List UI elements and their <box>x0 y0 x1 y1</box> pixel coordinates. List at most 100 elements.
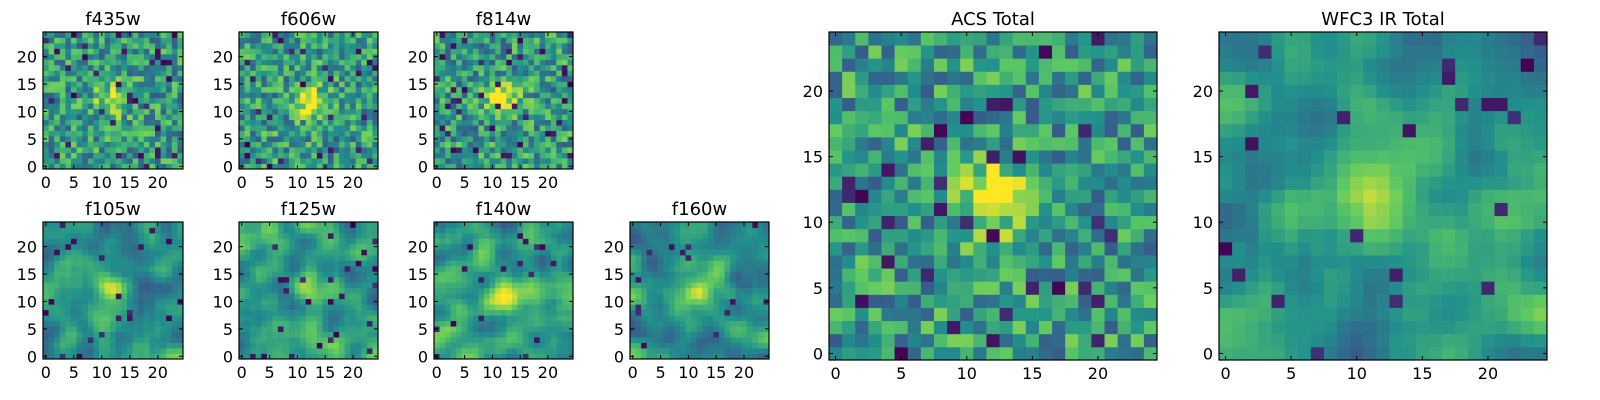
heatmap-cell <box>283 287 290 294</box>
heatmap-cell <box>261 249 268 256</box>
heatmap-cell <box>166 298 173 305</box>
heatmap-cell <box>545 64 552 71</box>
heatmap-cell <box>691 298 698 305</box>
heatmap-cell <box>99 293 105 300</box>
heatmap-cell <box>947 189 961 203</box>
heatmap-cell <box>160 254 167 261</box>
heatmap-cell <box>680 315 686 322</box>
heatmap-cell <box>65 97 72 104</box>
heatmap-cell <box>361 108 368 115</box>
heatmap-cell <box>545 276 552 283</box>
heatmap-cell <box>478 86 485 93</box>
heatmap-cell <box>528 48 535 55</box>
heatmap-cell <box>71 227 77 234</box>
heatmap-cell <box>445 59 452 66</box>
heatmap-cell <box>54 353 61 360</box>
heatmap-cell <box>478 158 485 164</box>
heatmap-cell <box>539 254 546 261</box>
heatmap-cell <box>115 282 122 289</box>
heatmap-cell <box>65 86 72 93</box>
heatmap-cell <box>702 331 709 338</box>
heatmap-cell <box>500 59 507 66</box>
x-tick-label: 20 <box>343 173 363 192</box>
heatmap-cell <box>239 348 245 354</box>
heatmap-cell <box>366 70 373 77</box>
heatmap-cell <box>685 282 692 289</box>
heatmap-cell <box>171 337 178 343</box>
heatmap-cell <box>550 238 557 245</box>
heatmap-cell <box>250 282 257 289</box>
heatmap-cell <box>713 260 720 267</box>
heatmap-cell <box>456 70 463 77</box>
heatmap-cell <box>138 249 145 256</box>
heatmap-cell <box>43 287 49 294</box>
heatmap-cell <box>646 326 653 332</box>
heatmap-cell <box>472 342 479 349</box>
heatmap-cell <box>322 342 329 349</box>
heatmap-cell <box>1130 307 1145 322</box>
heatmap-cell <box>550 125 557 132</box>
heatmap-cell <box>311 152 318 159</box>
heatmap-cell <box>294 42 301 49</box>
heatmap-cell <box>244 304 251 311</box>
heatmap-cell <box>289 147 295 153</box>
heatmap-cell <box>171 108 178 115</box>
heatmap-cell <box>707 222 714 228</box>
heatmap-cell <box>366 282 373 289</box>
heatmap-cell <box>59 309 66 316</box>
heatmap-cell <box>741 293 748 300</box>
heatmap-cell <box>277 147 284 153</box>
heatmap-cell <box>361 37 368 44</box>
heatmap-cell <box>48 271 55 278</box>
heatmap-cell <box>646 342 653 349</box>
heatmap-cell <box>132 141 139 148</box>
heatmap-cell <box>763 222 770 228</box>
heatmap-cell <box>283 59 290 66</box>
heatmap-cell <box>115 75 122 82</box>
heatmap-cell <box>366 315 373 322</box>
heatmap-cell <box>522 125 529 132</box>
heatmap-cell <box>82 119 89 126</box>
heatmap-cell <box>445 48 452 55</box>
heatmap-cell <box>110 64 117 71</box>
heatmap-cell <box>239 64 245 71</box>
heatmap-cell <box>467 348 474 354</box>
heatmap-cell <box>641 232 648 239</box>
heatmap-cell <box>171 331 178 338</box>
heatmap-cell <box>155 326 161 332</box>
heatmap-cell <box>668 304 675 311</box>
heatmap-cell <box>561 331 568 338</box>
x-tick-label: 15 <box>510 173 530 192</box>
heatmap-cell <box>311 64 318 71</box>
heatmap-cell <box>93 141 100 148</box>
heatmap-cell <box>450 53 457 60</box>
heatmap-cell <box>484 271 490 278</box>
heatmap-cell <box>54 348 61 354</box>
heatmap-cell <box>316 348 323 354</box>
heatmap-cell <box>730 265 737 272</box>
heatmap-cell <box>54 304 61 311</box>
heatmap-cell <box>277 276 284 283</box>
heatmap-cell <box>741 260 748 267</box>
heatmap-cell <box>550 97 557 104</box>
heatmap-cell <box>305 298 312 305</box>
heatmap-cell <box>691 276 698 283</box>
x-tick-label: 10 <box>482 173 502 192</box>
heatmap-cell <box>707 326 714 332</box>
heatmap-cell <box>311 32 318 38</box>
heatmap-cell <box>272 293 279 300</box>
heatmap-cell <box>730 222 737 228</box>
heatmap-cell <box>93 136 100 142</box>
heatmap-cell <box>138 243 145 250</box>
heatmap-cell <box>43 70 49 77</box>
heatmap-cell <box>550 119 557 126</box>
heatmap-cell <box>746 232 753 239</box>
heatmap-cell <box>713 227 720 234</box>
heatmap-cell <box>366 287 373 294</box>
heatmap-cell <box>472 309 479 316</box>
heatmap-cell <box>322 42 329 49</box>
heatmap-cell <box>82 243 89 250</box>
heatmap-cell <box>635 260 642 267</box>
heatmap-cell <box>668 227 675 234</box>
heatmap-cell <box>333 304 340 311</box>
